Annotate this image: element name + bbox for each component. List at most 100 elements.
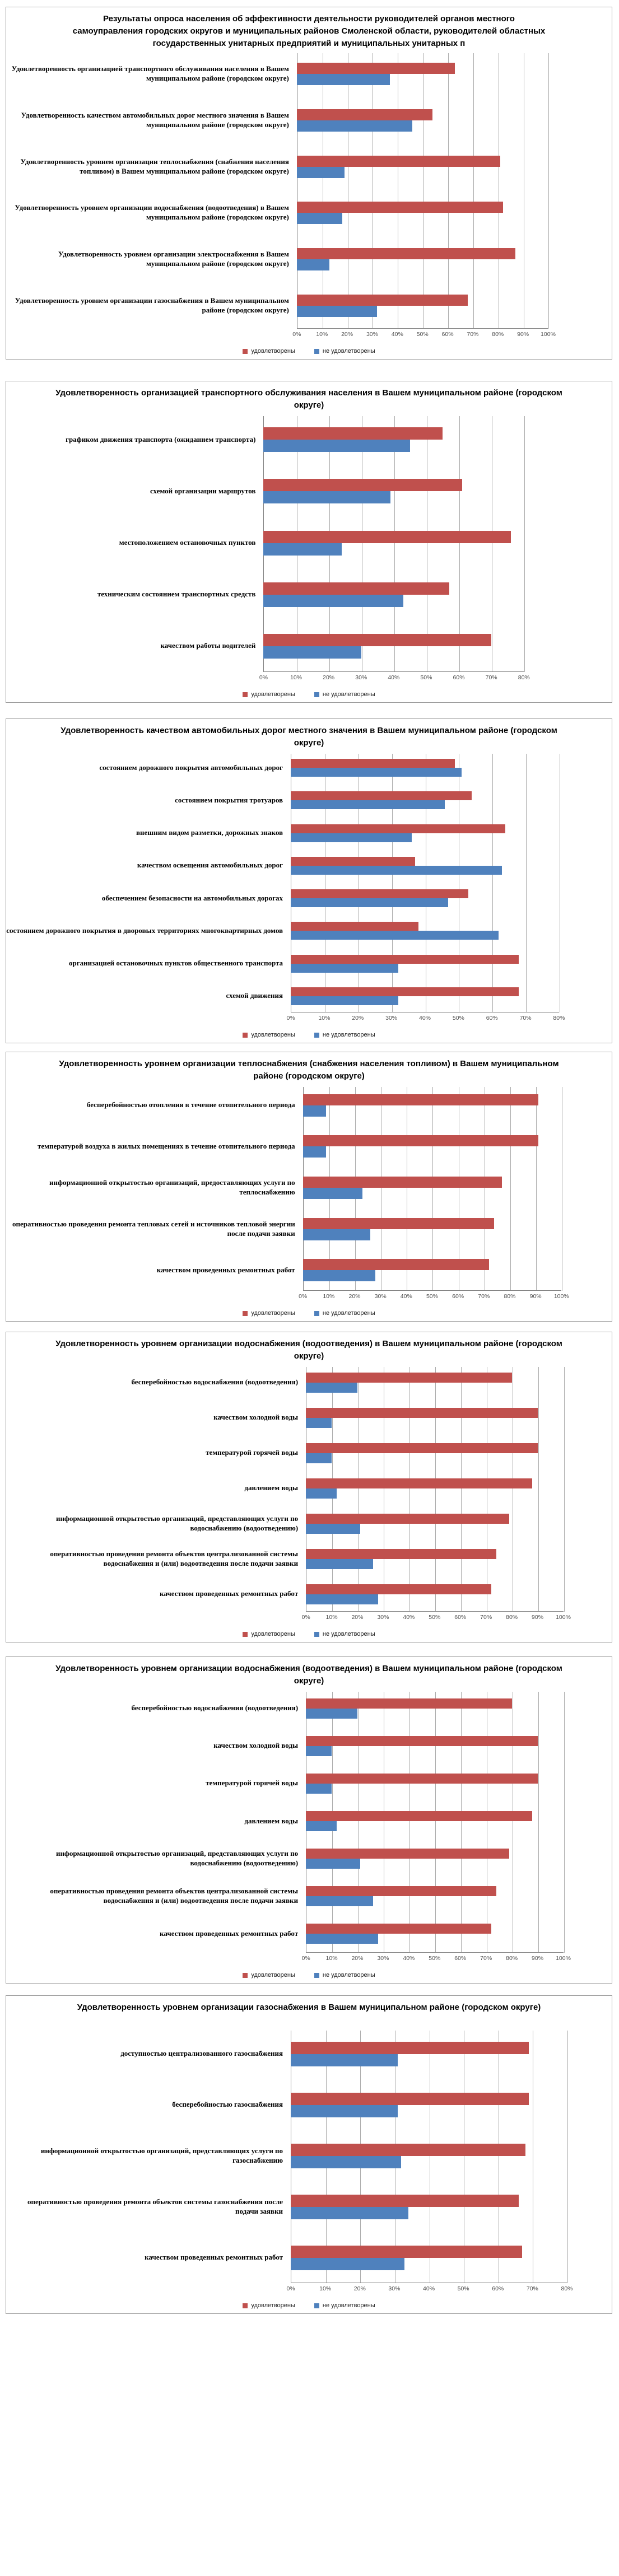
gridline — [492, 754, 494, 1012]
bar-group — [296, 155, 548, 178]
bar-not-satisfied — [306, 1859, 360, 1869]
bar-satisfied — [306, 1810, 533, 1821]
gridline — [564, 1367, 565, 1612]
category-label: схемой организации маршрутов — [150, 486, 256, 495]
bar-not-satisfied — [263, 646, 361, 659]
gridline — [548, 53, 550, 329]
legend-label-satisfied: удовлетворены — [251, 1972, 295, 1978]
bar-not-satisfied — [306, 1417, 332, 1428]
bar-not-satisfied — [296, 259, 330, 271]
bar-not-satisfied — [302, 1105, 327, 1117]
category-label: бесперебойностью водоснабжения (водоотве… — [131, 1704, 299, 1712]
legend-label-satisfied: удовлетворены — [251, 1032, 295, 1038]
bar-not-satisfied — [263, 491, 391, 504]
legend-item-not-satisfied: не удовлетворены — [314, 691, 375, 698]
bar-group — [263, 427, 524, 452]
category-row: Удовлетворенность уровнем организации во… — [6, 190, 612, 236]
bar-group — [296, 248, 548, 271]
x-axis-labels: 0% 10% 20% 30% 40% 50% 60% 70% 80% 90% 100% — [6, 331, 612, 339]
gridline — [394, 416, 395, 672]
legend-swatch-satisfied-icon — [243, 1972, 248, 1978]
bar-group — [291, 2041, 567, 2066]
bar-satisfied — [306, 1548, 497, 1559]
bar-group — [291, 856, 559, 875]
category-row: состоянием покрытия тротуаров — [6, 784, 612, 816]
category-row: Удовлетворенность качеством автомобильны… — [6, 97, 612, 144]
bar-group — [291, 2092, 567, 2117]
chart-inner: графиком движения транспорта (ожиданием … — [6, 414, 612, 702]
x-axis-tick-label: 40% — [400, 1293, 412, 1300]
category-label: оперативностью проведения ремонта объект… — [50, 1887, 299, 1905]
bar-satisfied — [296, 109, 433, 120]
x-axis-tick-label: 40% — [388, 674, 400, 681]
x-axis-tick-label: 70% — [467, 331, 479, 338]
category-row: Удовлетворенность уровнем организации га… — [6, 282, 612, 329]
chart-title: Удовлетворенность уровнем организации га… — [77, 2003, 541, 2012]
category-label: информационной открытостью организаций, … — [55, 1514, 299, 1532]
chart-inner: бесперебойностью водоснабжения (водоотве… — [6, 1690, 612, 1983]
bar-group — [306, 1735, 563, 1756]
legend-swatch-not-satisfied-icon — [314, 692, 319, 697]
bar-not-satisfied — [306, 1783, 332, 1794]
bar-satisfied — [306, 1513, 510, 1524]
bar-satisfied — [302, 1135, 538, 1147]
bar-not-satisfied — [291, 800, 445, 810]
chart-box: Удовлетворенность организацией транспорт… — [6, 381, 612, 703]
x-axis-tick-label: 50% — [429, 1955, 441, 1962]
bar-group — [291, 2194, 567, 2219]
legend-label-satisfied: удовлетворены — [251, 1310, 295, 1317]
chart-title: Удовлетворенность уровнем организации во… — [55, 1339, 562, 1361]
chart-inner: доступностью централизованного газоснабж… — [6, 2028, 612, 2313]
chart-box: Результаты опроса населения об эффективн… — [6, 7, 612, 360]
category-label: информационной открытостью организаций, … — [55, 1849, 299, 1868]
x-axis-tick-label: 40% — [391, 331, 403, 338]
gridline — [432, 1087, 434, 1291]
chart-rows: доступностью централизованного газоснабж… — [6, 2028, 612, 2283]
x-axis-tick-label: 20% — [352, 1015, 364, 1021]
category-label: оперативностью проведения ремонта объект… — [50, 1549, 299, 1567]
bar-not-satisfied — [291, 2155, 402, 2168]
category-row: бесперебойностью водоснабжения (водоотве… — [6, 1690, 612, 1727]
x-axis-tick-label: 100% — [553, 1293, 569, 1300]
bar-satisfied — [291, 2041, 529, 2054]
x-axis-tick-label: 80% — [506, 1614, 518, 1621]
category-row: оперативностью проведения ремонта объект… — [6, 1541, 612, 1576]
chart-inner: бесперебойностью отопления в течение ото… — [6, 1085, 612, 1321]
x-axis-tick-label: 40% — [403, 1614, 415, 1621]
category-row: схемой движения — [6, 980, 612, 1012]
x-axis-tick-label: 90% — [529, 1293, 542, 1300]
legend-label-satisfied: удовлетворены — [251, 1631, 295, 1637]
legend-swatch-not-satisfied-icon — [314, 2303, 319, 2308]
category-label: давлением воды — [244, 1816, 299, 1825]
bar-satisfied — [263, 582, 449, 595]
gridline — [357, 1692, 359, 1953]
category-label: Удовлетворенность уровнем организации эл… — [58, 250, 289, 268]
x-axis-tick-label: 0% — [286, 2285, 295, 2292]
category-row: качеством освещения автомобильных дорог — [6, 850, 612, 882]
x-axis-tick-label: 20% — [323, 674, 335, 681]
bar-not-satisfied — [291, 2257, 405, 2270]
bar-not-satisfied — [296, 213, 342, 225]
bar-group — [263, 582, 524, 607]
legend-label-satisfied: удовлетворены — [251, 691, 295, 698]
bar-satisfied — [306, 1773, 538, 1784]
category-row: качеством холодной воды — [6, 1727, 612, 1765]
x-axis-tick-label: 100% — [556, 1955, 571, 1962]
bar-group — [306, 1548, 563, 1569]
bar-not-satisfied — [291, 898, 449, 908]
x-axis-tick-label: 60% — [452, 1293, 464, 1300]
x-axis-tick-label: 40% — [418, 1015, 431, 1021]
category-row: бесперебойностью газоснабжения — [6, 2079, 612, 2130]
x-axis-labels: 0% 10% 20% 30% 40% 50% 60% 70% 80% — [6, 674, 612, 682]
bar-not-satisfied — [302, 1229, 370, 1240]
bar-group — [291, 759, 559, 777]
x-axis-tick-label: 30% — [377, 1955, 389, 1962]
gridline — [460, 1692, 462, 1953]
x-axis-tick-label: 80% — [506, 1955, 518, 1962]
legend-label-not-satisfied: не удовлетворены — [322, 2302, 375, 2309]
bar-group — [306, 1372, 563, 1393]
legend-item-not-satisfied: не удовлетворены — [314, 1310, 375, 1317]
bar-not-satisfied — [306, 1934, 378, 1944]
bar-group — [291, 2245, 567, 2270]
